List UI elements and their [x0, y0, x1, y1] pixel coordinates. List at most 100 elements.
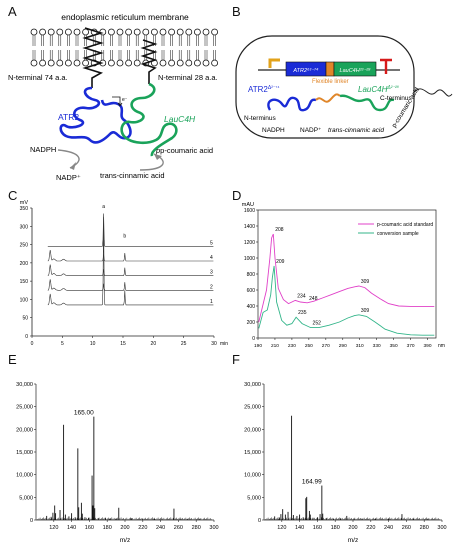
b-nadp-label: NADP⁺	[300, 127, 322, 134]
lipid-head	[30, 59, 38, 67]
c4h-gene-segment	[333, 61, 377, 77]
x-tick-label: 120	[49, 525, 58, 531]
atr2-fusion-protein	[267, 96, 317, 112]
lipid-tail	[32, 50, 36, 60]
c4h-protein	[120, 82, 178, 157]
lipid-head	[211, 28, 219, 36]
lipid-head	[116, 28, 124, 36]
lipid-tail	[196, 35, 199, 46]
y-tick-label: 800	[247, 272, 256, 278]
lipid-tail	[213, 50, 216, 60]
x-tick-label: 280	[192, 525, 201, 531]
y-tick-label: 15,000	[244, 450, 261, 456]
y-tick-label: 5,000	[19, 495, 33, 501]
x-axis-label: m/z	[120, 537, 130, 544]
y-axis-label: mV	[20, 200, 29, 206]
flagellum	[413, 88, 453, 97]
x-tick-label: 220	[366, 525, 375, 531]
x-tick-label: 140	[295, 525, 304, 531]
atr2-protein	[59, 86, 132, 144]
lipid-tail	[135, 50, 139, 60]
lipid-tail	[118, 50, 122, 60]
transmembrane-helix-atr2	[82, 27, 104, 88]
lipid-head	[125, 59, 133, 67]
x-tick-label: 5	[61, 341, 64, 347]
x-tick-label: 240	[156, 525, 165, 531]
lipid-head	[202, 59, 210, 67]
lipid-head	[47, 59, 55, 67]
lipid-head	[56, 59, 64, 67]
y-tick-label: 0	[30, 518, 33, 524]
nadp-label: NADP⁺	[56, 173, 81, 182]
y-tick-label: 200	[20, 261, 29, 267]
peak-annotation: 209	[276, 259, 285, 265]
lipid-tail	[75, 50, 79, 60]
membrane-label: endoplasmic reticulum membrane	[61, 12, 189, 22]
lipid-head	[159, 59, 167, 67]
atr2-fusion-label: ATR2Δ²⁻⁷⁴	[248, 85, 279, 94]
n-terminal-74-label: N-terminal 74 a.a.	[8, 73, 68, 82]
y-tick-label: 300	[20, 224, 29, 230]
lipid-head	[65, 59, 72, 67]
arrowhead	[70, 162, 76, 170]
x-tick-label: 250	[305, 343, 313, 349]
lipid-head	[108, 28, 115, 36]
y-tick-label: 1400	[244, 224, 255, 230]
c-terminus-label: C-terminus	[380, 95, 413, 102]
y-tick-label: 25,000	[244, 405, 261, 411]
y-tick-label: 350	[20, 206, 29, 212]
lipid-tail	[170, 50, 173, 60]
lipid-head	[73, 59, 81, 67]
panel-a-diagram: endoplasmic reticulum membrane N-termina…	[8, 12, 219, 182]
lipid-head	[39, 59, 46, 67]
x-tick-label: 390	[424, 343, 432, 349]
peak-annotation: 252	[313, 321, 322, 327]
x-tick-label: 300	[209, 525, 218, 531]
lauc4h-label: LauC4H	[164, 114, 196, 124]
chromatogram-trace-3	[47, 264, 214, 277]
atr2-label: ATR2	[58, 112, 79, 122]
lipid-tail	[118, 35, 122, 46]
lipid-head	[211, 59, 219, 67]
y-tick-label: 50	[22, 316, 28, 322]
panel-label-f: F	[232, 352, 240, 367]
x-axis-label: min	[220, 341, 228, 347]
x-tick-label: 180	[331, 525, 340, 531]
lipid-head	[159, 28, 167, 36]
lipid-tail	[41, 35, 44, 46]
promoter-icon	[268, 58, 280, 68]
lipid-head	[82, 28, 89, 36]
lipid-tail	[101, 35, 105, 46]
x-tick-label: 290	[339, 343, 347, 349]
lipid-head	[116, 59, 124, 67]
lipid-head	[193, 59, 201, 67]
chromatogram-trace-5	[47, 213, 214, 247]
electron-transfer-icon: e⁻	[112, 96, 128, 107]
lipid-head	[202, 28, 210, 36]
x-tick-label: 240	[384, 525, 393, 531]
y-tick-label: 0	[252, 336, 255, 342]
peak-annotation: 165.00	[74, 410, 94, 417]
lipid-tail	[110, 35, 113, 46]
lipid-head	[125, 28, 133, 36]
lipid-head	[185, 28, 193, 36]
mass-spectrum-sample: 0 5,000 10,000 15,000 20,000 25,000 30,000 120 1…	[244, 382, 446, 544]
lipid-tail	[49, 50, 53, 60]
lipid-tail	[58, 35, 62, 46]
y-tick-label: 15,000	[16, 450, 33, 456]
lipid-head	[47, 28, 55, 36]
x-tick-label: 190	[254, 343, 262, 349]
lipid-tail	[204, 50, 208, 60]
lipid-head	[82, 59, 89, 67]
trace-label: 1	[210, 299, 213, 305]
nadph-arrow	[57, 149, 80, 169]
y-tick-label: 20,000	[244, 427, 261, 433]
lipid-head	[133, 59, 141, 67]
panel-label-a: A	[8, 4, 17, 19]
x-tick-label: 120	[277, 525, 286, 531]
lipid-tail	[187, 50, 191, 60]
lipid-tail	[204, 35, 208, 46]
mass-spectrum-standard: 0 5,000 10,000 15,000 20,000 25,000 30,000 120 1…	[16, 382, 218, 544]
x-tick-label: 210	[271, 343, 279, 349]
lipid-tail	[110, 50, 113, 60]
